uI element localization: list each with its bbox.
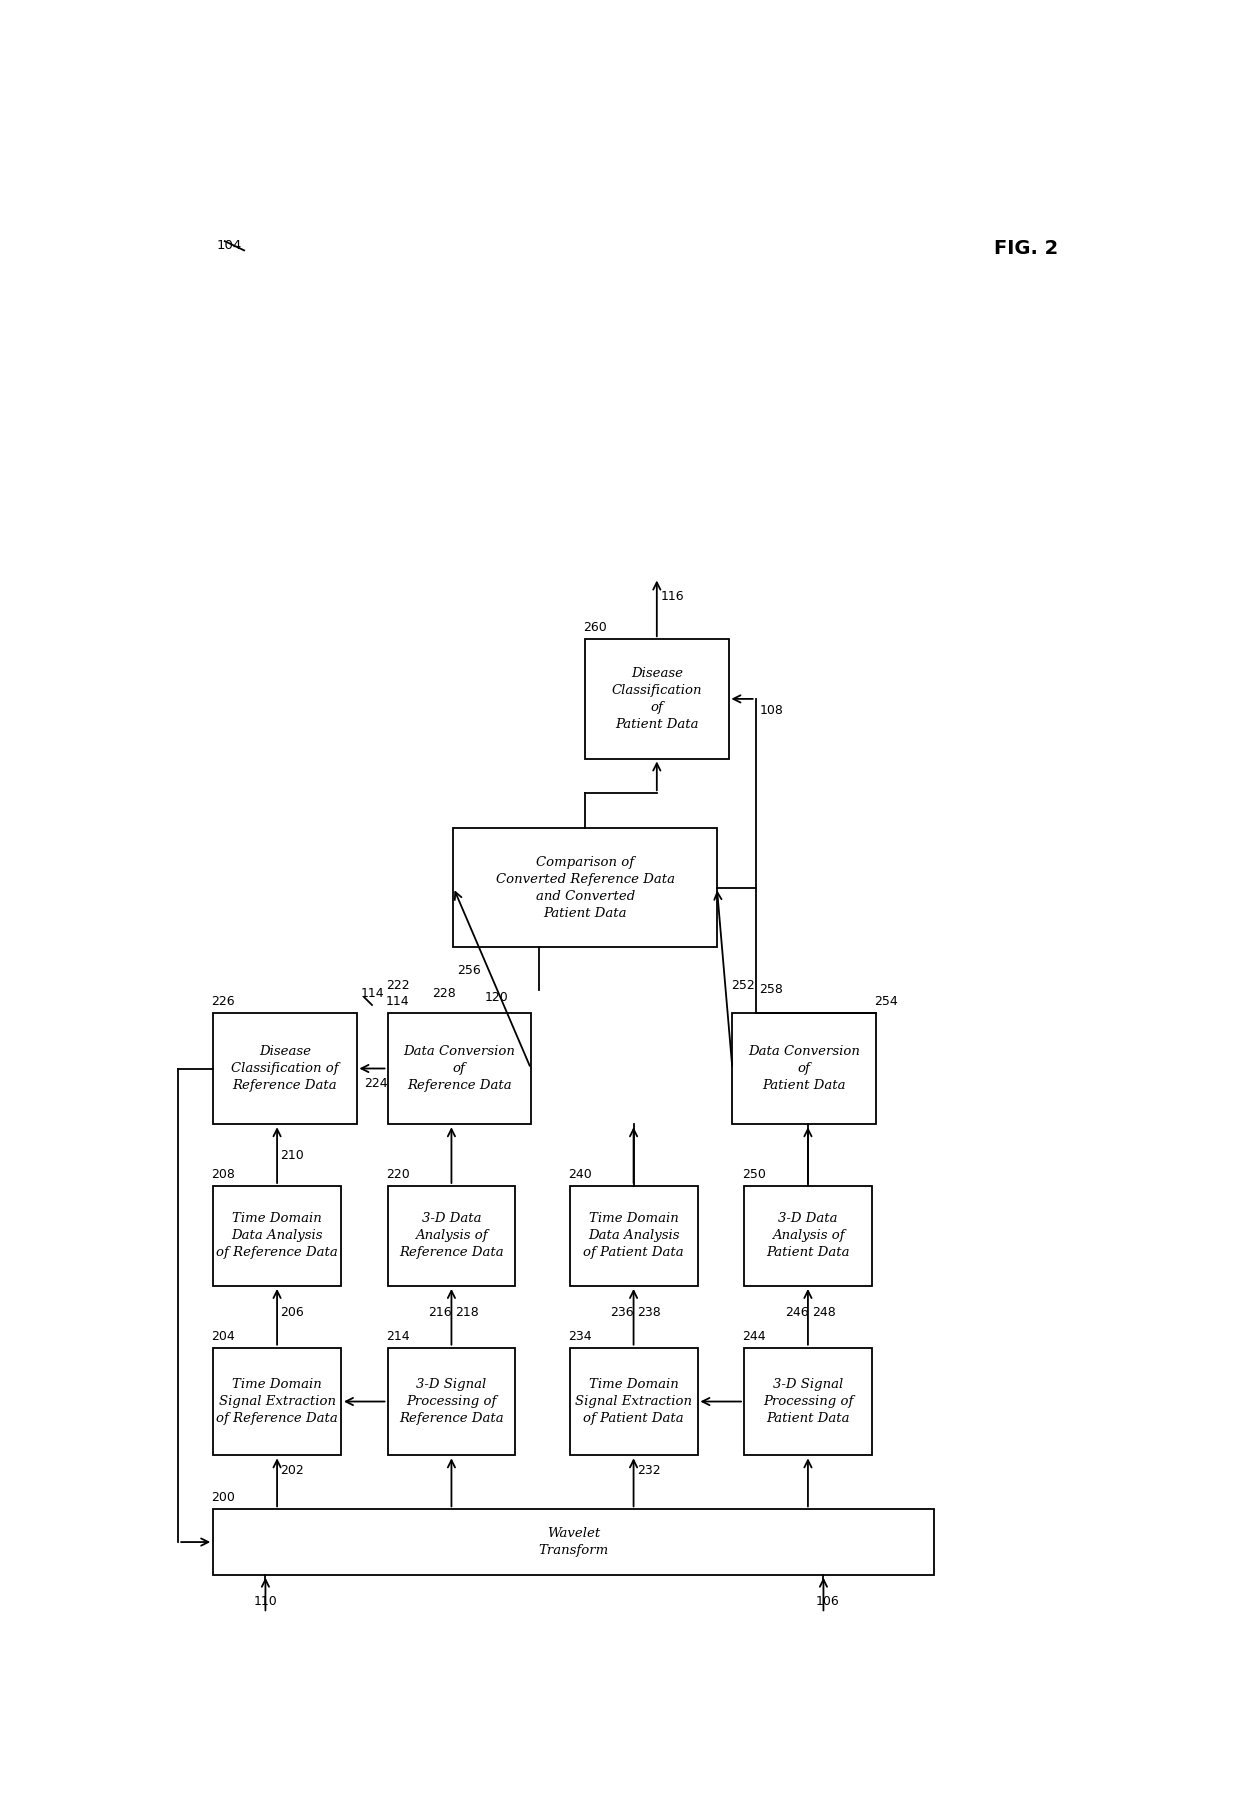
Text: 254: 254 — [874, 994, 898, 1008]
Bar — [569, 1187, 697, 1286]
Text: 200: 200 — [212, 1492, 236, 1504]
Bar — [387, 1348, 516, 1455]
Text: 3-D Signal
Processing of
Reference Data: 3-D Signal Processing of Reference Data — [399, 1377, 503, 1425]
Text: 234: 234 — [568, 1330, 591, 1343]
Text: Data Conversion
of
Reference Data: Data Conversion of Reference Data — [403, 1045, 515, 1092]
Bar — [387, 1012, 531, 1125]
Bar — [744, 1187, 872, 1286]
Text: 3-D Data
Analysis of
Patient Data: 3-D Data Analysis of Patient Data — [766, 1212, 849, 1259]
Bar — [733, 1012, 875, 1125]
Bar — [213, 1510, 934, 1575]
Text: 114: 114 — [361, 987, 384, 999]
Bar — [213, 1348, 341, 1455]
Bar — [585, 640, 729, 758]
Text: 210: 210 — [280, 1148, 304, 1161]
Text: 104: 104 — [217, 238, 242, 253]
Bar — [454, 829, 717, 947]
Text: FIG. 2: FIG. 2 — [993, 238, 1058, 258]
Text: 110: 110 — [254, 1595, 278, 1608]
Bar — [569, 1348, 697, 1455]
Bar — [213, 1012, 357, 1125]
Text: 228: 228 — [432, 987, 456, 999]
Bar — [744, 1348, 872, 1455]
Text: 240: 240 — [568, 1168, 591, 1181]
Text: 116: 116 — [661, 591, 684, 603]
Text: 232: 232 — [636, 1465, 660, 1477]
Text: 120: 120 — [485, 990, 508, 1003]
Text: 208: 208 — [212, 1168, 236, 1181]
Text: 244: 244 — [743, 1330, 766, 1343]
Bar — [387, 1187, 516, 1286]
Text: 214: 214 — [386, 1330, 409, 1343]
Text: 224: 224 — [365, 1077, 388, 1090]
Text: 238: 238 — [637, 1306, 661, 1319]
Text: Time Domain
Signal Extraction
of Reference Data: Time Domain Signal Extraction of Referen… — [216, 1377, 339, 1425]
Text: 248: 248 — [812, 1306, 836, 1319]
Text: 3-D Signal
Processing of
Patient Data: 3-D Signal Processing of Patient Data — [763, 1377, 853, 1425]
Text: 222: 222 — [386, 979, 409, 992]
Text: 236: 236 — [610, 1306, 634, 1319]
Text: 258: 258 — [759, 983, 784, 996]
Text: 252: 252 — [730, 979, 755, 992]
Text: Wavelet
Transform: Wavelet Transform — [538, 1526, 609, 1557]
Text: 226: 226 — [212, 994, 236, 1008]
Text: 106: 106 — [816, 1595, 839, 1608]
Text: 202: 202 — [280, 1465, 304, 1477]
Text: Time Domain
Signal Extraction
of Patient Data: Time Domain Signal Extraction of Patient… — [575, 1377, 692, 1425]
Text: 260: 260 — [584, 621, 608, 634]
Text: 206: 206 — [280, 1306, 304, 1319]
Text: 250: 250 — [743, 1168, 766, 1181]
Text: 3-D Data
Analysis of
Reference Data: 3-D Data Analysis of Reference Data — [399, 1212, 503, 1259]
Text: 108: 108 — [759, 703, 784, 718]
Text: Disease
Classification
of
Patient Data: Disease Classification of Patient Data — [611, 667, 702, 730]
Text: Time Domain
Data Analysis
of Patient Data: Time Domain Data Analysis of Patient Dat… — [583, 1212, 684, 1259]
Text: 114: 114 — [386, 994, 409, 1008]
Text: 246: 246 — [785, 1306, 808, 1319]
Text: Time Domain
Data Analysis
of Reference Data: Time Domain Data Analysis of Reference D… — [216, 1212, 339, 1259]
Text: 216: 216 — [428, 1306, 451, 1319]
Text: Comparison of
Converted Reference Data
and Converted
Patient Data: Comparison of Converted Reference Data a… — [496, 856, 675, 919]
Text: Data Conversion
of
Patient Data: Data Conversion of Patient Data — [748, 1045, 861, 1092]
Text: 256: 256 — [458, 963, 481, 978]
Text: 204: 204 — [212, 1330, 236, 1343]
Text: 220: 220 — [386, 1168, 409, 1181]
Text: 218: 218 — [455, 1306, 479, 1319]
Bar — [213, 1187, 341, 1286]
Text: Disease
Classification of
Reference Data: Disease Classification of Reference Data — [231, 1045, 339, 1092]
